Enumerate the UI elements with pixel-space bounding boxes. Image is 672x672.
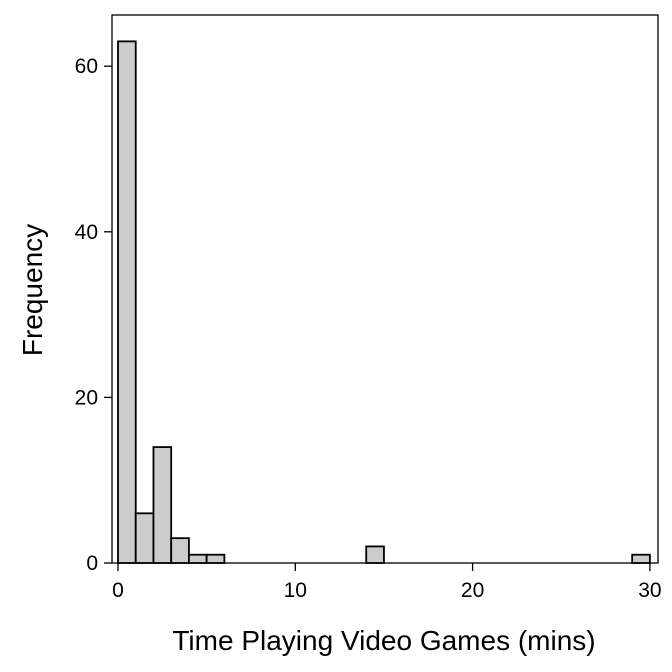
histogram-bar-3-4: [170, 537, 190, 564]
x-axis-title: Time Playing Video Games (mins): [172, 625, 595, 656]
histogram-bar-29-30: [631, 553, 651, 564]
x-tick-label: 20: [461, 579, 484, 602]
histogram-bar-4-5: [188, 553, 208, 564]
histogram-bar-2-3: [152, 446, 173, 564]
histogram-bar-1-2: [134, 512, 155, 564]
x-tick-label: 30: [638, 579, 661, 602]
x-axis: 0 10 20 30: [112, 563, 662, 602]
histogram-bar-5-6: [205, 553, 226, 564]
histogram-bar-0-1: [117, 40, 137, 564]
x-tick-label: 10: [284, 579, 307, 602]
y-tick-label: 20: [75, 386, 98, 409]
bars-group: [117, 40, 651, 564]
x-tick-label: 0: [112, 579, 124, 602]
y-axis-title: Frequency: [17, 224, 48, 356]
histogram-bar-14-15: [365, 545, 385, 564]
y-tick-label: 60: [75, 55, 98, 78]
plot-frame: [111, 14, 659, 564]
y-tick-label: 40: [75, 221, 98, 244]
y-axis: 0 20 40 60: [75, 55, 112, 575]
y-tick-label: 0: [86, 552, 98, 575]
